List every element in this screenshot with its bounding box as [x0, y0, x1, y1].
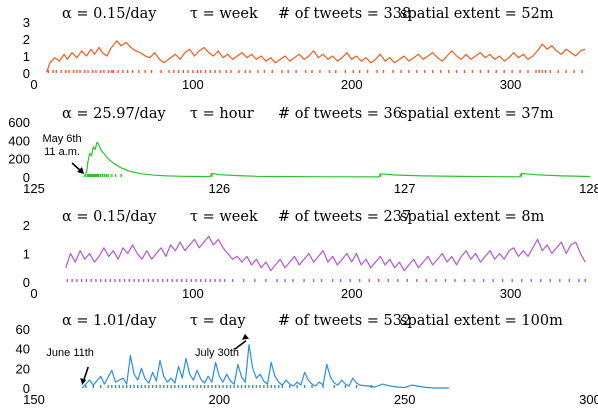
panel-2-ytick-1: 200 [8, 152, 30, 167]
panel-1-title-part-3: # of tweets = 338 [278, 6, 411, 22]
panel-2-xtick-2: 127 [394, 181, 416, 196]
panel-4-annotation-arrowhead-1 [80, 378, 87, 385]
panel-4-xtick-2: 250 [394, 392, 416, 407]
panel-3-title-part-2: τ = week [190, 209, 258, 225]
panel-4-xtick-3: 300 [579, 392, 598, 407]
panel-4-title-part-2: τ = day [190, 313, 246, 329]
panel-1-ytick-2: 2 [23, 32, 30, 47]
panel-1-ytick-3: 3 [23, 15, 30, 30]
panel-4-annotation-arrowhead-2 [241, 333, 249, 340]
panel-3-title-part-4: spatial extent = 8m [400, 209, 545, 225]
panel-1-ytick-0: 0 [23, 66, 30, 81]
panel-2-series-line [83, 141, 591, 178]
panel-3-xtick-2: 200 [341, 286, 363, 301]
panel-1-title-part-1: α = 0.15/day [62, 6, 157, 22]
panel-2-ytick-3: 600 [8, 115, 30, 130]
panel-4-title-part-4: spatial extent = 100m [400, 313, 563, 329]
panel-2-title-part-2: τ = hour [190, 106, 254, 122]
panel-2-title-part-1: α = 25.97/day [62, 106, 166, 122]
panel-1-title-part-4: spatial extent = 52m [400, 6, 554, 22]
panel-2-xtick-0: 125 [23, 181, 45, 196]
panel-2-ytick-0: 0 [23, 170, 30, 185]
panel-1-title-part-2: τ = week [190, 6, 258, 22]
panel-4-ytick-3: 60 [16, 322, 30, 337]
panel-1-xtick-3: 300 [500, 77, 522, 92]
panel-4-ytick-2: 40 [16, 342, 30, 357]
panel-4-annotation-1: June 11th [46, 347, 94, 359]
panel-1-xtick-1: 100 [182, 77, 204, 92]
panel-4-xtick-0: 150 [23, 392, 45, 407]
panel-1-xtick-0: 0 [30, 77, 37, 92]
panel-2-title-part-3: # of tweets = 36 [278, 106, 402, 122]
panel-3-ytick-1: 1 [23, 247, 30, 262]
panel-3-ytick-0: 0 [23, 275, 30, 290]
panel-4-ytick-0: 0 [23, 381, 30, 396]
panel-2-xtick-1: 126 [208, 181, 230, 196]
panel-4: α = 1.01/day τ = day # of tweets = 532spat… [16, 313, 598, 407]
panel-2-annotation-line-1: May 6th [42, 133, 81, 145]
panel-2-annotation-arrowhead [77, 167, 85, 174]
panel-2-ytick-2: 400 [8, 133, 30, 148]
panel-3: α = 0.15/day τ = week # of tweets = 237spa… [23, 209, 586, 301]
panel-2: α = 25.97/day τ = hour # of tweets = 36spa… [8, 106, 598, 196]
panel-2-xtick-3: 128 [579, 181, 598, 196]
panel-1-ytick-1: 1 [23, 49, 30, 64]
panel-1: α = 0.15/day τ = week # of tweets = 338spa… [23, 6, 586, 92]
panel-3-xtick-3: 300 [500, 286, 522, 301]
panel-3-xtick-1: 100 [182, 286, 204, 301]
panel-4-series-line [81, 344, 450, 389]
panel-2-title-part-4: spatial extent = 37m [400, 106, 554, 122]
panel-4-annotation-arrow-2 [234, 340, 247, 350]
panel-4-xtick-1: 200 [208, 392, 230, 407]
panel-4-title-part-3: # of tweets = 532 [278, 313, 411, 329]
panel-4-ytick-1: 20 [16, 361, 30, 376]
panel-3-title-part-1: α = 0.15/day [62, 209, 157, 225]
panel-3-series-line [65, 235, 586, 272]
panel-3-xtick-0: 0 [30, 286, 37, 301]
panel-3-title-part-3: # of tweets = 237 [278, 209, 411, 225]
panel-3-ytick-2: 2 [23, 218, 30, 233]
panel-1-xtick-2: 200 [341, 77, 363, 92]
panel-1-series-line [46, 40, 586, 73]
panel-4-title-part-1: α = 1.01/day [62, 313, 157, 329]
panel-4-annotation-2: July 30th [195, 347, 239, 359]
panel-2-annotation-line-2: 11 a.m. [44, 146, 80, 158]
